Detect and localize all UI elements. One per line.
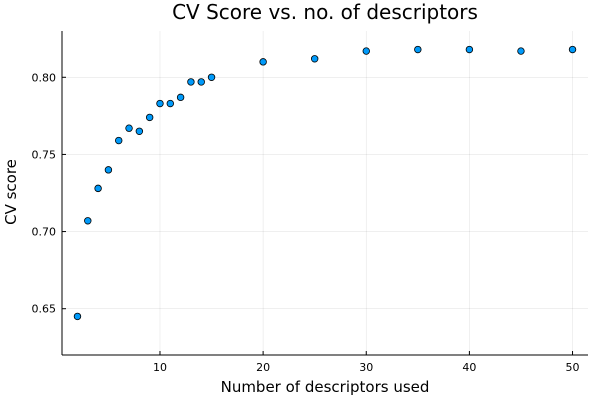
x-tick-label: 10 [153,361,167,374]
data-point [135,127,144,135]
data-point [115,136,123,145]
data-point [310,55,319,63]
data-point [259,58,267,66]
data-point [84,217,92,225]
x-axis-label: Number of descriptors used [221,378,430,396]
y-tick-label: 0.70 [32,226,57,239]
data-point [145,113,154,122]
y-axis-label: CV score [2,159,20,225]
data-point [362,47,370,55]
data-point [187,78,195,86]
x-tick-label: 50 [566,361,580,374]
y-tick-label: 0.65 [32,303,57,316]
data-point [197,78,205,86]
data-point [73,312,82,321]
x-tick-label: 20 [256,361,270,374]
data-point [517,47,525,55]
data-point [176,93,185,102]
data-point [465,45,474,54]
data-point [414,45,422,54]
data-point [125,124,133,132]
data-point [94,184,102,193]
data-point [166,99,174,108]
data-point [156,99,164,108]
x-tick-label: 40 [462,361,476,374]
y-tick-label: 0.80 [32,71,57,84]
x-tick-label: 30 [359,361,373,374]
axes [61,31,588,356]
data-point [104,166,113,174]
chart-title: CV Score vs. no. of descriptors [172,0,478,24]
data-points [73,45,577,321]
tick-labels: 10 20 30 40 50 0.65 0.70 0.75 0.80 [32,71,580,374]
data-point [568,45,577,54]
data-point [207,73,216,81]
grid-lines [62,31,588,355]
y-tick-label: 0.75 [32,148,57,161]
